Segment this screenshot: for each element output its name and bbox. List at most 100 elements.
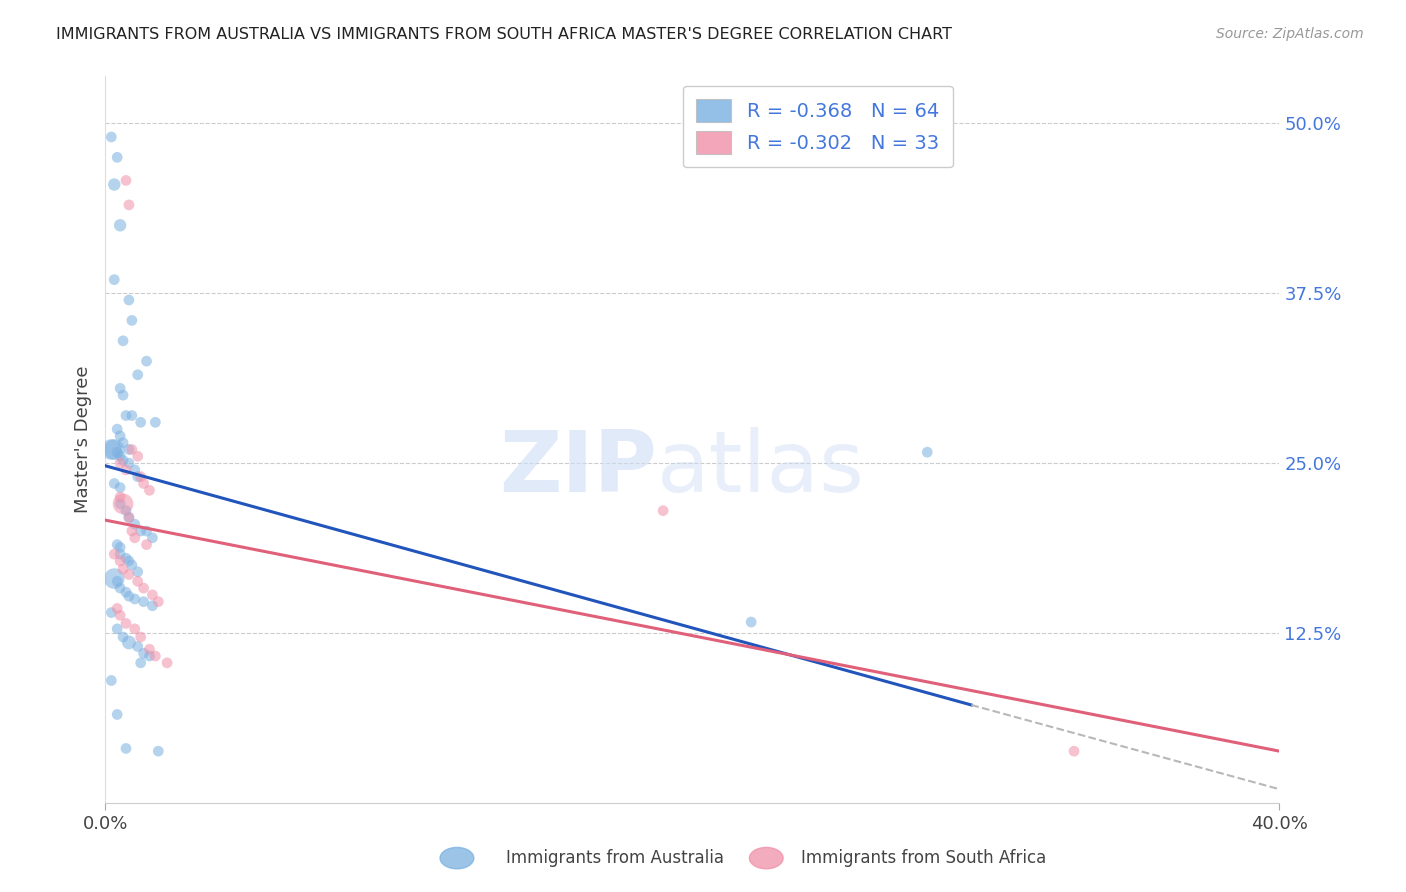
Point [108, 541, 131, 555]
Point [917, 445, 939, 459]
Point [115, 503, 138, 517]
Point [115, 616, 138, 631]
Point [124, 591, 146, 606]
Point [115, 741, 138, 756]
Point [141, 588, 163, 602]
Point [118, 293, 141, 307]
Point [118, 589, 141, 603]
Point [141, 531, 163, 545]
Point [118, 510, 141, 524]
Point [127, 368, 149, 382]
Point [127, 574, 149, 589]
Point [112, 334, 135, 348]
Point [105, 150, 128, 164]
Text: IMMIGRANTS FROM AUSTRALIA VS IMMIGRANTS FROM SOUTH AFRICA MASTER'S DEGREE CORREL: IMMIGRANTS FROM AUSTRALIA VS IMMIGRANTS … [56, 27, 952, 42]
Point [100, 442, 122, 457]
Text: Source: ZipAtlas.com: Source: ZipAtlas.com [1216, 27, 1364, 41]
Point [135, 538, 157, 552]
Point [129, 469, 152, 483]
Point [108, 608, 131, 623]
Point [105, 574, 128, 589]
Point [118, 567, 141, 582]
Point [108, 456, 131, 470]
Point [112, 497, 135, 511]
Point [124, 463, 146, 477]
Point [121, 313, 143, 327]
Point [108, 481, 131, 495]
Point [108, 490, 131, 504]
Point [112, 453, 135, 467]
Point [118, 510, 141, 524]
Point [121, 442, 143, 457]
Point [124, 517, 146, 532]
Point [132, 595, 155, 609]
Point [127, 469, 149, 483]
Point [129, 630, 152, 644]
Point [105, 707, 128, 722]
Point [143, 648, 166, 663]
Point [121, 409, 143, 423]
Text: Immigrants from Australia: Immigrants from Australia [506, 849, 724, 867]
Point [148, 595, 170, 609]
Point [118, 554, 141, 568]
Point [118, 442, 141, 457]
Point [105, 601, 128, 615]
Point [156, 656, 179, 670]
Point [108, 581, 131, 595]
Point [100, 606, 122, 620]
Point [127, 450, 149, 464]
Point [105, 445, 128, 459]
Point [129, 524, 152, 538]
Point [124, 622, 146, 636]
Point [124, 531, 146, 545]
Point [112, 435, 135, 450]
Text: atlas: atlas [657, 427, 865, 510]
Legend: R = -0.368   N = 64, R = -0.302   N = 33: R = -0.368 N = 64, R = -0.302 N = 33 [683, 86, 953, 168]
Point [108, 547, 131, 561]
Point [108, 219, 131, 233]
Point [100, 673, 122, 688]
Point [132, 476, 155, 491]
Point [105, 422, 128, 436]
Point [129, 656, 152, 670]
Point [103, 178, 125, 192]
Point [105, 538, 128, 552]
Point [118, 635, 141, 649]
Point [127, 640, 149, 654]
Point [103, 572, 125, 586]
Point [135, 354, 157, 368]
Point [112, 388, 135, 402]
Point [108, 554, 131, 568]
Point [115, 463, 138, 477]
Point [652, 503, 675, 517]
Point [108, 429, 131, 443]
Point [115, 585, 138, 599]
Point [148, 744, 170, 758]
Point [112, 562, 135, 576]
Point [1063, 744, 1085, 758]
Point [138, 648, 160, 663]
Point [108, 381, 131, 395]
Point [740, 615, 762, 629]
Point [141, 599, 163, 613]
Point [115, 551, 138, 566]
Point [118, 456, 141, 470]
Point [112, 630, 135, 644]
Point [105, 622, 128, 636]
Y-axis label: Master's Degree: Master's Degree [73, 366, 91, 513]
Point [108, 497, 131, 511]
Point [121, 524, 143, 538]
Point [115, 409, 138, 423]
Point [138, 642, 160, 657]
Point [108, 450, 131, 464]
Point [103, 547, 125, 561]
Point [103, 442, 125, 457]
Point [143, 415, 166, 429]
Point [132, 646, 155, 660]
Point [118, 198, 141, 212]
Text: Immigrants from South Africa: Immigrants from South Africa [801, 849, 1046, 867]
Point [135, 524, 157, 538]
Point [132, 581, 155, 595]
Point [103, 273, 125, 287]
Point [138, 483, 160, 498]
